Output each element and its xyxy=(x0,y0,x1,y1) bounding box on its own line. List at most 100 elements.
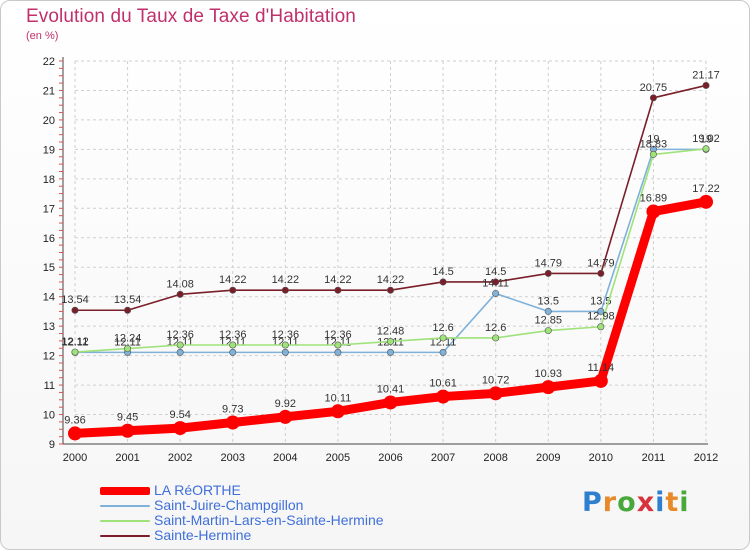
logo-letter: i xyxy=(655,487,666,518)
data-label: 11.14 xyxy=(587,362,614,374)
data-label: 14.08 xyxy=(166,278,194,290)
x-tick-label: 2009 xyxy=(536,452,560,464)
data-point xyxy=(436,389,451,404)
y-tick-label: 11 xyxy=(44,380,55,392)
logo-letter: t xyxy=(665,487,680,518)
data-label: 12.24 xyxy=(114,333,142,345)
data-label: 10.61 xyxy=(429,378,457,390)
y-tick-label: 13 xyxy=(43,321,55,333)
data-point xyxy=(386,348,394,356)
x-tick-label: 2012 xyxy=(694,452,718,464)
logo-letter: r xyxy=(602,487,618,518)
legend-swatch xyxy=(100,535,150,537)
data-label: 12.6 xyxy=(432,322,453,334)
data-point xyxy=(330,404,345,419)
data-label: 12.48 xyxy=(377,325,405,337)
data-label: 9.36 xyxy=(64,414,85,426)
data-label: 9.54 xyxy=(169,409,190,421)
data-point xyxy=(702,81,710,89)
legend-swatch xyxy=(100,505,150,507)
data-label: 12.12 xyxy=(61,336,89,348)
data-point xyxy=(278,409,293,424)
legend-label: Saint-Juire-Champgillon xyxy=(154,497,304,513)
x-tick-label: 2000 xyxy=(63,452,87,464)
data-point xyxy=(544,269,552,277)
data-point xyxy=(229,286,237,294)
data-point xyxy=(699,194,713,209)
data-point xyxy=(71,306,79,314)
data-label: 12.85 xyxy=(534,315,562,327)
data-point xyxy=(173,421,188,436)
y-tick-label: 18 xyxy=(43,174,55,186)
x-tick-label: 2008 xyxy=(483,452,507,464)
y-tick-label: 21 xyxy=(43,85,55,97)
data-label: 19.02 xyxy=(692,133,720,145)
data-label: 12.11 xyxy=(430,336,457,348)
data-point xyxy=(176,341,184,349)
data-point xyxy=(544,307,552,315)
data-point xyxy=(124,345,132,353)
logo-letter: P xyxy=(582,487,603,518)
data-label: 12.11 xyxy=(114,336,141,348)
data-point xyxy=(649,150,657,158)
data-point xyxy=(120,423,135,438)
logo-letter: o xyxy=(617,487,637,518)
y-tick-label: 17 xyxy=(43,203,55,215)
y-tick-label: 22 xyxy=(43,56,55,68)
data-label: 12.98 xyxy=(587,311,615,323)
data-label: 12.36 xyxy=(324,329,352,341)
data-label: 14.5 xyxy=(432,266,453,278)
data-label: 17.22 xyxy=(692,183,720,195)
x-tick-label: 2010 xyxy=(589,452,613,464)
chart-title: Evolution du Taux de Taxe d'Habitation xyxy=(26,6,356,27)
data-label: 9.45 xyxy=(117,412,138,424)
data-label: 14.22 xyxy=(324,274,352,286)
data-point xyxy=(383,395,398,410)
data-point xyxy=(649,94,657,102)
data-point xyxy=(281,286,289,294)
data-label: 14.79 xyxy=(587,257,615,269)
data-label: 14.22 xyxy=(272,274,300,286)
legend-label: Sainte-Hermine xyxy=(154,527,252,543)
logo-letter: x xyxy=(636,487,656,518)
data-point xyxy=(334,286,342,294)
data-point xyxy=(176,290,184,298)
data-label: 14.22 xyxy=(377,274,405,286)
data-label: 13.5 xyxy=(538,295,559,307)
data-point xyxy=(176,348,184,356)
data-point xyxy=(597,323,605,331)
data-point xyxy=(71,348,79,356)
data-point xyxy=(646,204,661,219)
x-tick-label: 2011 xyxy=(642,452,666,464)
proxiti-logo: Proxiti xyxy=(582,487,690,518)
data-label: 13.5 xyxy=(590,295,611,307)
x-tick-label: 2003 xyxy=(221,452,245,464)
data-point xyxy=(541,380,556,395)
data-point xyxy=(386,286,394,294)
legend-label: Saint-Martin-Lars-en-Sainte-Hermine xyxy=(154,512,384,528)
data-point xyxy=(386,337,394,345)
data-label: 14.79 xyxy=(534,257,562,269)
x-tick-label: 2004 xyxy=(273,452,297,464)
data-label: 18.83 xyxy=(640,138,668,150)
data-point xyxy=(492,278,500,286)
data-label: 13.54 xyxy=(114,294,142,306)
legend-swatch xyxy=(100,520,150,522)
y-tick-label: 16 xyxy=(43,233,55,245)
logo-letter: i xyxy=(679,487,690,518)
y-tick-label: 15 xyxy=(43,262,55,274)
data-label: 12.36 xyxy=(272,329,300,341)
y-tick-label: 19 xyxy=(43,144,55,156)
y-tick-label: 20 xyxy=(43,115,55,127)
data-point xyxy=(281,348,289,356)
data-label: 19 xyxy=(700,133,712,145)
data-point xyxy=(68,426,82,441)
data-point xyxy=(124,306,132,314)
x-tick-label: 2006 xyxy=(378,452,402,464)
data-point xyxy=(229,341,237,349)
y-tick-label: 9 xyxy=(49,439,55,451)
y-tick-label: 12 xyxy=(43,351,55,363)
data-label: 12.11 xyxy=(62,336,89,348)
